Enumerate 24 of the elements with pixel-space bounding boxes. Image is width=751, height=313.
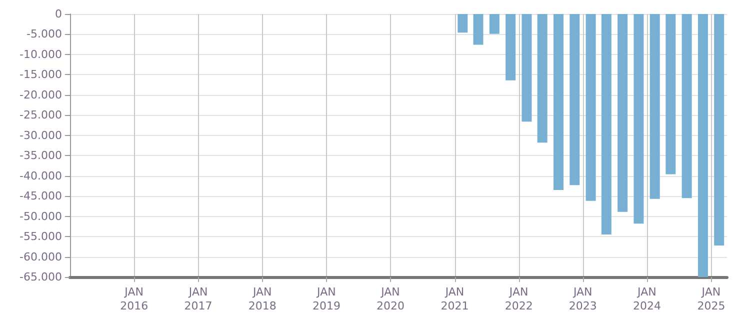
x-tick-label: JAN 2016 — [120, 286, 148, 312]
y-tick-label: -40.000 — [20, 169, 62, 182]
y-tick-label: -50.000 — [20, 210, 62, 223]
y-tick-label: -55.000 — [20, 230, 62, 244]
y-tick-label: -20.000 — [20, 88, 62, 102]
x-tick-label: JAN 2017 — [184, 286, 212, 312]
x-tick-label: JAN 2024 — [632, 286, 661, 312]
y-tick-label: -15.000 — [20, 68, 62, 82]
y-tick-label: -30.000 — [20, 128, 62, 142]
y-tick-label: -25.000 — [20, 108, 62, 122]
y-tick-label: -10.000 — [20, 48, 62, 61]
x-tick-label: JAN 2025 — [697, 286, 726, 312]
x-tick-label: JAN 2021 — [440, 286, 469, 312]
x-tick-label: JAN 2022 — [504, 286, 533, 312]
x-tick-label: JAN 2023 — [568, 286, 597, 312]
x-tick-label: JAN 2020 — [376, 286, 405, 312]
x-tick-label: JAN 2018 — [248, 286, 276, 312]
y-tick-label: -45.000 — [20, 190, 62, 203]
y-tick-label: -65.000 — [20, 270, 62, 284]
y-tick-label: -5.000 — [26, 28, 62, 41]
y-tick-label: 0 — [55, 8, 62, 20]
x-tick-label: JAN 2019 — [312, 286, 340, 312]
y-tick-label: -60.000 — [20, 250, 62, 264]
y-tick-label: -35.000 — [20, 149, 62, 162]
